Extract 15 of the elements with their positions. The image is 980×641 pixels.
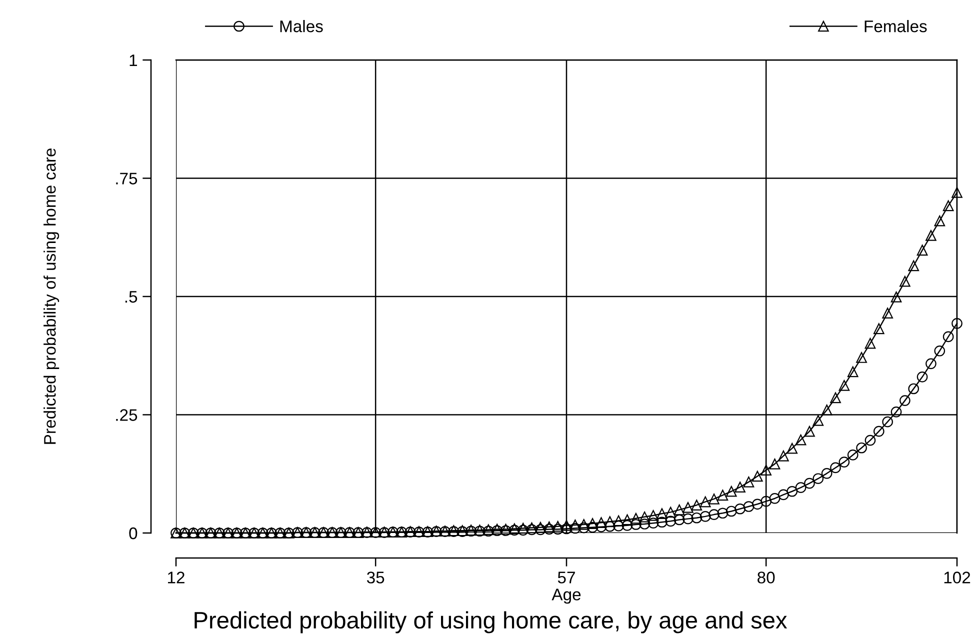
x-tick-label: 102 [944,572,970,584]
x-axis-title: Age [552,588,581,604]
y-axis-title: Predicted probability of using home care [44,148,60,444]
y-tick-label: 1 [130,54,137,66]
y-tick-label: .25 [116,409,138,421]
x-tick-label: 57 [558,572,575,584]
x-tick-label: 35 [366,572,384,584]
legend-label: Males [280,20,323,32]
legend-label: Females [864,20,927,32]
x-tick-label: 80 [758,572,775,584]
y-tick-label: .5 [125,291,138,303]
y-tick-label: 0 [129,527,138,540]
y-tick-label: .75 [116,172,138,184]
text: Predicted probability of using home care, by age and sex [194,611,788,634]
x-tick-label: 12 [168,572,184,584]
